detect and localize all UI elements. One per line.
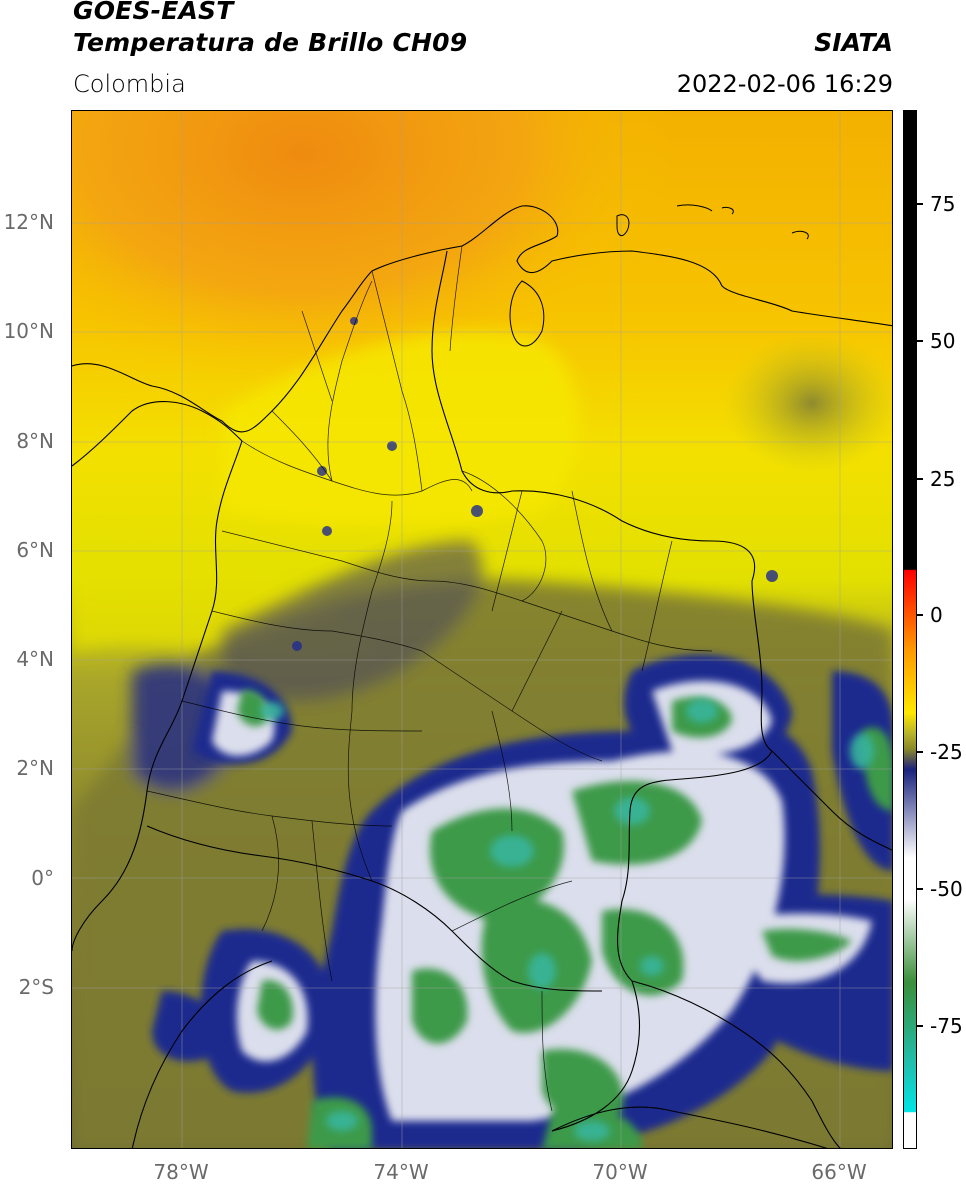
colorbar-tick — [917, 751, 923, 753]
colorbar-tick — [917, 614, 923, 616]
colorbar-gradient — [904, 111, 916, 1148]
colorbar-label-minus50: -50 — [930, 877, 963, 901]
lon-label-78w: 78°W — [153, 1160, 209, 1184]
lat-label-10n: 10°N — [3, 319, 54, 343]
colorbar-label-0: 0 — [930, 603, 943, 627]
map-title-product: Temperatura de Brillo CH09 — [73, 28, 468, 57]
lat-label-6n: 6°N — [16, 538, 54, 562]
lat-label-2n: 2°N — [16, 756, 54, 780]
graticule — [72, 111, 892, 1148]
colorbar-label-75: 75 — [930, 192, 956, 216]
colorbar-tick — [917, 478, 923, 480]
lat-label-4n: 4°N — [16, 647, 54, 671]
lat-label-2s: 2°S — [18, 975, 54, 999]
lat-label-8n: 8°N — [16, 429, 54, 453]
lon-label-66w: 66°W — [811, 1160, 867, 1184]
colorbar-tick — [917, 340, 923, 342]
country-borders — [72, 205, 892, 1148]
lon-label-70w: 70°W — [592, 1160, 648, 1184]
colorbar-label-minus75: -75 — [930, 1014, 963, 1038]
temperature-colorbar — [903, 110, 917, 1149]
colorbar-tick — [917, 203, 923, 205]
colorbar-label-50: 50 — [930, 329, 956, 353]
map-title-satellite: GOES-EAST — [73, 0, 234, 25]
colorbar-label-minus25: -25 — [930, 740, 963, 764]
brightness-temperature-image — [72, 111, 892, 1148]
lat-label-0: 0° — [31, 866, 54, 890]
datetime-label: 2022-02-06 16:29 — [676, 70, 893, 98]
satellite-map[interactable] — [71, 110, 893, 1149]
colorbar-tick — [917, 1025, 923, 1027]
brand-label: SIATA — [814, 28, 893, 57]
colorbar-tick — [917, 888, 923, 890]
colorbar-label-25: 25 — [930, 467, 956, 491]
convective-clouds — [152, 317, 892, 1148]
lake-maracaibo — [509, 204, 809, 347]
department-borders — [146, 245, 713, 1112]
lat-label-12n: 12°N — [3, 210, 54, 234]
lon-label-74w: 74°W — [373, 1160, 429, 1184]
region-label: Colombia — [73, 70, 186, 98]
